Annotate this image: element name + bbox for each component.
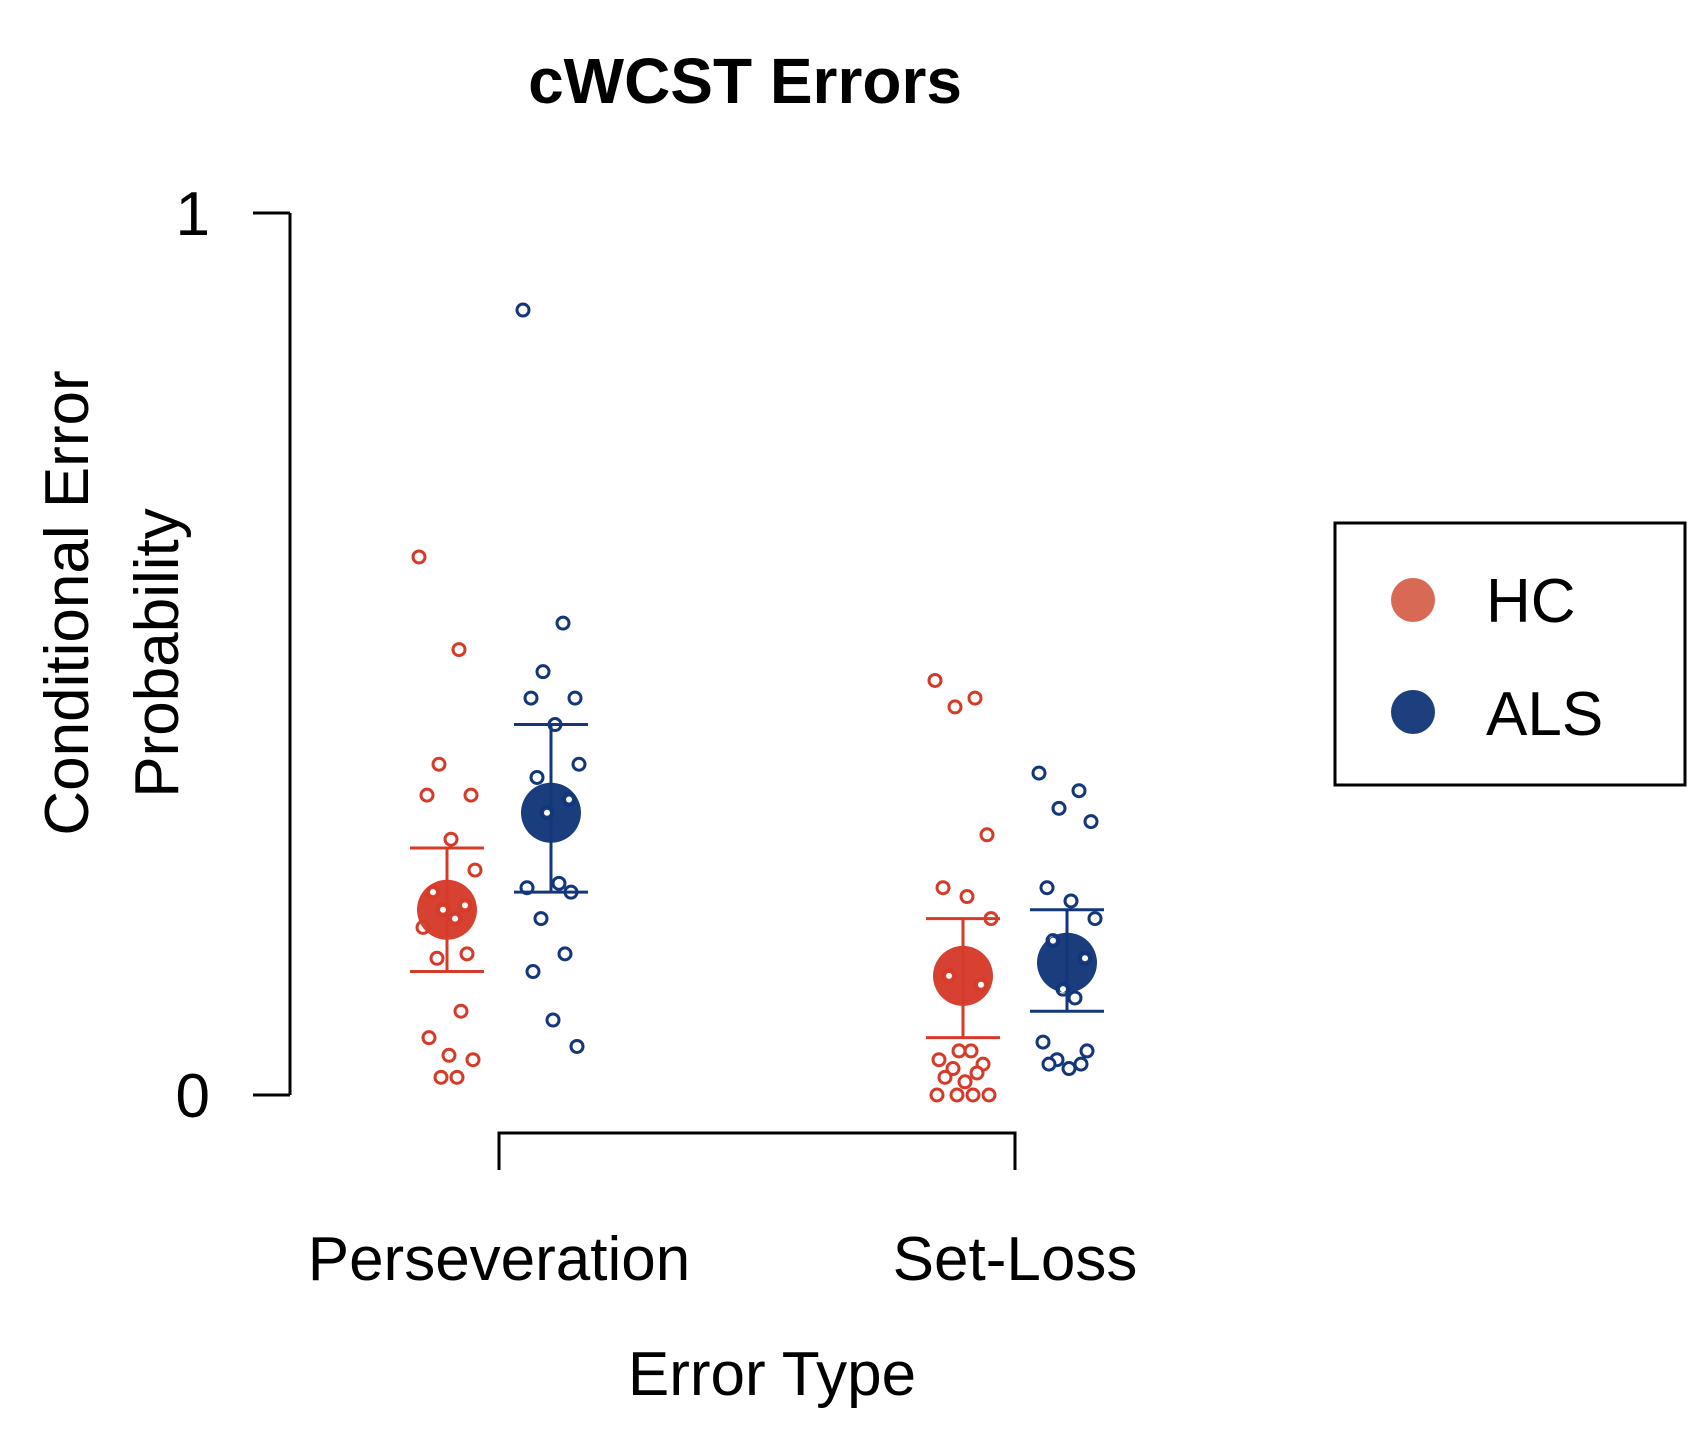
legend-marker-als	[1391, 690, 1435, 734]
point-hc-set-loss-13	[945, 1061, 961, 1077]
point-hc-perseveration-3	[463, 787, 479, 803]
point-hc-perseveration-12	[459, 946, 475, 962]
point-hc-set-loss-0	[927, 672, 943, 688]
point-overlay-hc-perseveration-7	[430, 889, 436, 896]
x-tick-label-set-loss: Set-Loss	[893, 1225, 1138, 1294]
point-overlay-als-set-loss-9	[1060, 986, 1066, 993]
point-als-perseveration-1	[555, 615, 571, 631]
plot-area	[410, 302, 1104, 1103]
point-als-set-loss-15	[1041, 1056, 1057, 1072]
x-axis: Perseveration Set-Loss	[308, 1131, 1138, 1294]
point-hc-set-loss-15	[937, 1069, 953, 1085]
point-hc-set-loss-5	[959, 889, 975, 905]
point-overlay-hc-perseveration-10	[452, 915, 458, 922]
point-hc-set-loss-17	[981, 1087, 997, 1103]
point-als-perseveration-7	[529, 769, 545, 785]
y-axis-label-line-2: Probability	[123, 508, 192, 797]
point-als-set-loss-10	[1067, 990, 1083, 1006]
point-hc-perseveration-6	[467, 862, 483, 878]
point-als-perseveration-16	[545, 1012, 561, 1028]
point-overlay-als-set-loss-7	[1050, 937, 1056, 944]
point-hc-set-loss-10	[963, 1043, 979, 1059]
point-als-perseveration-15	[525, 964, 541, 980]
mean-hc-perseveration	[417, 879, 477, 940]
point-als-perseveration-13	[533, 911, 549, 927]
point-als-set-loss-1	[1071, 783, 1087, 799]
point-hc-perseveration-2	[431, 756, 447, 772]
mean-als-set-loss	[1037, 932, 1097, 993]
point-als-set-loss-6	[1087, 911, 1103, 927]
point-hc-perseveration-13	[429, 950, 445, 966]
point-hc-set-loss-11	[931, 1052, 947, 1068]
mean-hc-set-loss	[933, 945, 993, 1006]
x-axis-bracket	[497, 1131, 1017, 1170]
point-hc-perseveration-15	[421, 1030, 437, 1046]
legend-box	[1333, 521, 1687, 787]
point-hc-perseveration-0	[411, 549, 427, 565]
point-hc-set-loss-14	[969, 1065, 985, 1081]
point-hc-set-loss-20	[929, 1087, 945, 1103]
point-als-perseveration-2	[535, 664, 551, 680]
point-als-set-loss-5	[1063, 893, 1079, 909]
point-hc-perseveration-4	[419, 787, 435, 803]
point-hc-perseveration-17	[465, 1052, 481, 1068]
x-axis-label: Error Type	[628, 1340, 916, 1409]
point-overlay-als-perseveration-8	[566, 796, 572, 803]
point-als-set-loss-0	[1031, 765, 1047, 781]
point-hc-set-loss-1	[967, 690, 983, 706]
point-als-perseveration-0	[515, 302, 531, 318]
legend-marker-hc	[1391, 578, 1435, 622]
point-als-set-loss-12	[1079, 1043, 1095, 1059]
point-overlay-als-set-loss-8	[1082, 955, 1088, 962]
point-hc-set-loss-4	[935, 880, 951, 896]
point-hc-set-loss-2	[947, 699, 963, 715]
point-hc-perseveration-19	[449, 1069, 465, 1085]
point-als-perseveration-14	[557, 946, 573, 962]
point-als-set-loss-14	[1073, 1056, 1089, 1072]
point-overlay-hc-set-loss-7	[946, 972, 952, 979]
point-als-perseveration-10	[551, 875, 567, 891]
point-hc-set-loss-16	[957, 1074, 973, 1090]
y-axis: 01	[176, 180, 292, 1131]
point-hc-perseveration-5	[443, 831, 459, 847]
point-als-set-loss-16	[1061, 1061, 1077, 1077]
point-hc-perseveration-18	[433, 1069, 449, 1085]
point-hc-perseveration-14	[453, 1003, 469, 1019]
point-als-perseveration-3	[567, 690, 583, 706]
legend-label-hc: HC	[1486, 567, 1576, 636]
point-hc-set-loss-19	[965, 1087, 981, 1103]
point-als-set-loss-2	[1051, 800, 1067, 816]
point-hc-perseveration-16	[441, 1047, 457, 1063]
y-axis-label: Conditional Error Probability	[33, 370, 192, 835]
point-overlay-als-perseveration-9	[544, 809, 550, 816]
point-als-perseveration-17	[569, 1038, 585, 1054]
mean-als-perseveration	[521, 782, 581, 843]
x-tick-label-perseveration: Perseveration	[308, 1225, 691, 1294]
legend: HC ALS	[1333, 521, 1687, 787]
point-overlay-hc-set-loss-8	[978, 981, 984, 988]
point-als-set-loss-3	[1083, 814, 1099, 830]
point-als-set-loss-11	[1035, 1034, 1051, 1050]
point-hc-set-loss-3	[979, 827, 995, 843]
chart-title: cWCST Errors	[528, 45, 962, 117]
y-tick-label-1: 1	[176, 180, 210, 249]
point-hc-perseveration-1	[451, 642, 467, 658]
point-overlay-hc-perseveration-8	[462, 902, 468, 909]
point-als-perseveration-4	[523, 690, 539, 706]
y-tick-label-0: 0	[176, 1062, 210, 1131]
point-hc-set-loss-9	[951, 1043, 967, 1059]
legend-label-als: ALS	[1486, 680, 1603, 749]
point-als-perseveration-6	[571, 756, 587, 772]
point-overlay-hc-perseveration-9	[440, 906, 446, 913]
y-axis-label-line-1: Conditional Error	[33, 370, 102, 835]
point-hc-set-loss-18	[949, 1087, 965, 1103]
point-als-set-loss-4	[1039, 880, 1055, 896]
